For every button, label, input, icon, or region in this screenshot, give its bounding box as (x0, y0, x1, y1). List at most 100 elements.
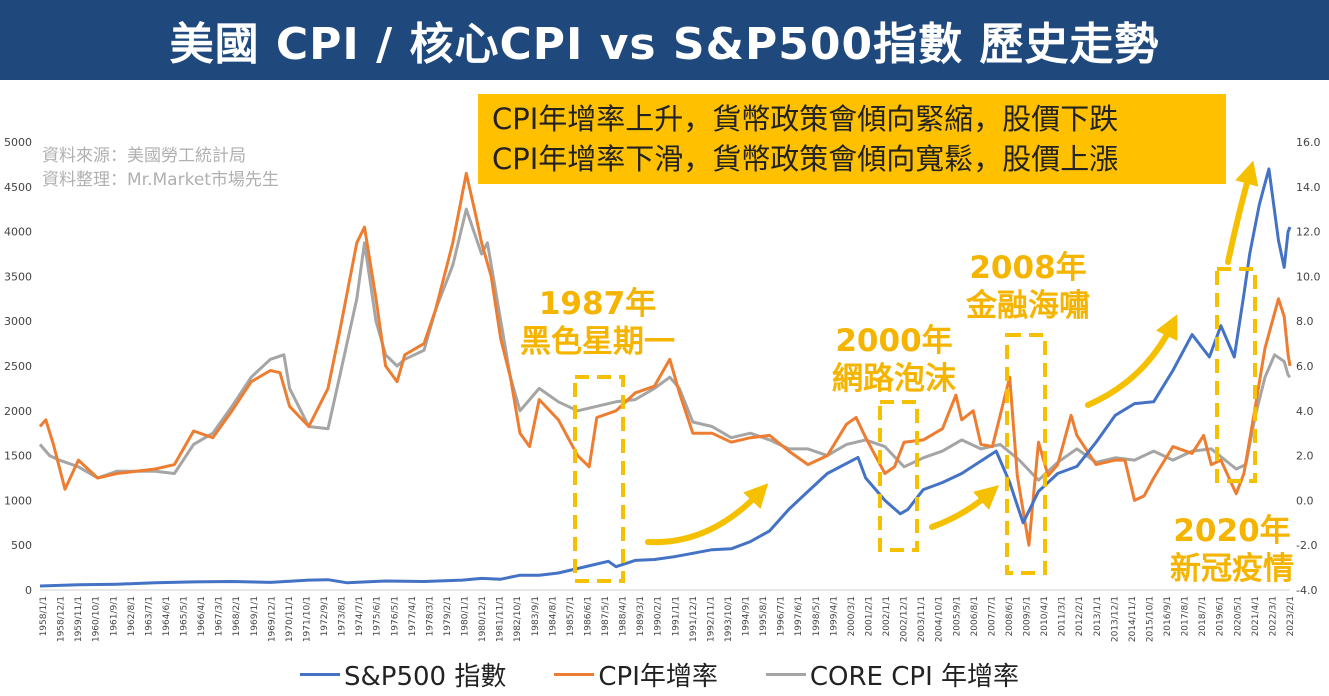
x-tick-label: 2006/8/1 (970, 596, 980, 636)
x-tick-label: 1966/4/1 (197, 596, 207, 636)
x-tick-label: 2009/5/1 (1023, 596, 1033, 636)
legend-label: CPI年增率 (598, 661, 718, 692)
x-tick-label: 1965/5/1 (180, 596, 190, 636)
left-tick-label: 2000 (4, 405, 32, 418)
left-tick-label: 1500 (4, 450, 32, 463)
x-tick-label: 1992/11/1 (706, 596, 716, 642)
highlight-box-2000 (878, 400, 919, 552)
x-tick-label: 2018/7/1 (1198, 596, 1208, 636)
sp500-line (39, 167, 1292, 588)
x-tick-label: 1986/6/1 (583, 596, 593, 636)
x-tick-label: 1977/4/1 (408, 596, 418, 636)
x-tick-label: 1976/5/1 (390, 596, 400, 636)
x-tick-label: 1960/10/1 (92, 596, 102, 642)
left-tick-label: 4500 (4, 181, 32, 194)
note-line-2: CPI年增率下滑，貨幣政策會傾向寬鬆，股價上漲 (492, 142, 1119, 176)
x-tick-label: 2019/6/1 (1216, 596, 1226, 636)
annotation-event: 新冠疫情 (1170, 551, 1294, 587)
x-tick-label: 1975/6/1 (373, 596, 383, 636)
left-tick-label: 0 (25, 584, 32, 597)
highlight-layer (573, 160, 1259, 583)
right-tick-label: 14.0 (1296, 181, 1321, 194)
x-tick-label: 1974/7/1 (355, 596, 365, 636)
x-tick-label: 1961/9/1 (109, 596, 119, 636)
legend-item-sp500: S&P500 指數 (300, 656, 506, 693)
x-tick-label: 1991/12/1 (689, 596, 699, 642)
x-tick-label: 2001/2/1 (864, 596, 874, 636)
x-axis: 1958/1/1 1958/12/1 1959/11/1 1960/10/1 1961/… (39, 596, 1296, 642)
x-tick-label: 1996/7/1 (777, 596, 787, 636)
x-tick-label: 2003/11/1 (917, 596, 927, 642)
left-axis: 0 500 1000 1500 2000 2500 3000 3500 4000 4500 5000 (4, 136, 32, 597)
right-tick-label: -4.0 (1296, 584, 1317, 597)
annotation-year: 1987年 (538, 286, 657, 322)
legend-label: S&P500 指數 (344, 661, 507, 692)
x-tick-label: 1997/6/1 (794, 596, 804, 636)
x-tick-label: 1991/1/1 (671, 596, 681, 636)
annotation-year: 2020年 (1173, 513, 1291, 549)
right-tick-label: 4.0 (1296, 405, 1314, 418)
x-tick-label: 2013/12/1 (1110, 596, 1120, 642)
right-tick-label: 16.0 (1296, 136, 1321, 149)
x-tick-label: 2020/5/1 (1233, 596, 1243, 636)
right-tick-label: 12.0 (1296, 226, 1321, 239)
x-tick-label: 2016/9/1 (1163, 596, 1173, 636)
arrow-after-2020 (1225, 160, 1259, 265)
x-tick-label: 1990/2/1 (654, 596, 664, 636)
x-tick-label: 1964/6/1 (162, 596, 172, 636)
x-tick-label: 1982/10/1 (513, 596, 523, 642)
x-tick-label: 1994/9/1 (742, 596, 752, 636)
x-tick-label: 1978/3/1 (425, 596, 435, 636)
x-tick-label: 1969/1/1 (250, 596, 260, 636)
x-tick-label: 1989/3/1 (636, 596, 646, 636)
legend-item-cpi: CPI年增率 (554, 656, 718, 693)
x-tick-label: 2002/12/1 (900, 596, 910, 642)
core-cpi-line (38, 207, 1292, 482)
x-tick-label: 1985/7/1 (566, 596, 576, 636)
x-tick-label: 1958/12/1 (57, 596, 67, 642)
annotation-year: 2008年 (969, 250, 1087, 286)
annotation-2020: 2020年 新冠疫情 (1170, 512, 1294, 588)
x-tick-label: 1993/10/1 (724, 596, 734, 642)
x-tick-label: 1999/4/1 (829, 596, 839, 636)
annotation-event: 黑色星期一 (520, 324, 675, 360)
x-tick-label: 2000/3/1 (847, 596, 857, 636)
x-tick-label: 2023/2/1 (1286, 596, 1296, 636)
left-tick-label: 4000 (4, 226, 32, 239)
x-tick-label: 2004/10/1 (935, 596, 945, 642)
x-tick-label: 1967/3/1 (215, 596, 225, 636)
annotation-2008: 2008年 金融海嘯 (966, 249, 1090, 325)
x-tick-label: 2013/1/1 (1093, 596, 1103, 636)
arrow-after-2000 (929, 485, 1000, 530)
note-line-1: CPI年增率上升，貨幣政策會傾向緊縮，股價下跌 (492, 102, 1119, 136)
highlight-box-2020 (1215, 267, 1257, 483)
left-tick-label: 2500 (4, 360, 32, 373)
right-tick-label: 0.0 (1296, 494, 1314, 507)
x-tick-label: 2002/1/1 (882, 596, 892, 636)
x-tick-label: 1998/5/1 (812, 596, 822, 636)
arrow-after-2008 (1085, 314, 1178, 408)
cpi-line (38, 171, 1292, 547)
annotation-event: 金融海嘯 (966, 288, 1090, 324)
x-tick-label: 1958/1/1 (39, 596, 49, 636)
x-tick-label: 2008/6/1 (1005, 596, 1015, 636)
x-tick-label: 1972/9/1 (320, 596, 330, 636)
series-layer (38, 167, 1292, 588)
x-tick-label: 2022/3/1 (1268, 596, 1278, 636)
x-tick-label: 1963/7/1 (144, 596, 154, 636)
page-title: 美國 CPI / 核心CPI vs S&P500指數 歷史走勢 (169, 19, 1160, 70)
policy-note: CPI年增率上升，貨幣政策會傾向緊縮，股價下跌 CPI年增率下滑，貨幣政策會傾向… (478, 94, 1226, 184)
source-line: 資料來源：美國勞工統計局 (42, 146, 246, 166)
legend-swatch (765, 672, 806, 676)
legend-swatch (554, 672, 595, 676)
legend-label: CORE CPI 年增率 (809, 661, 1020, 692)
x-tick-label: 1968/2/1 (232, 596, 242, 636)
right-tick-label: 10.0 (1296, 270, 1321, 283)
left-tick-label: 5000 (4, 136, 32, 149)
annotation-1987: 1987年 黑色星期一 (520, 285, 675, 361)
arrow-after-1987 (645, 483, 769, 546)
legend-item-core: CORE CPI 年增率 (765, 656, 1020, 693)
x-tick-label: 1971/10/1 (302, 596, 312, 642)
right-tick-label: 8.0 (1296, 315, 1314, 328)
